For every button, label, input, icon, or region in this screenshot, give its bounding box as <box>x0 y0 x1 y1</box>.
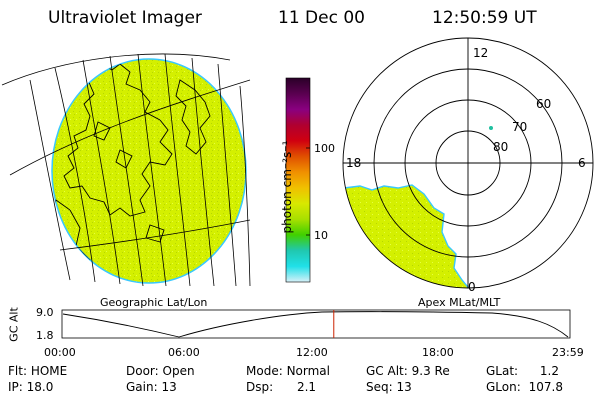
instrument-title: Ultraviolet Imager <box>48 8 202 28</box>
gain-value: 13 <box>161 380 177 394</box>
mode-label: Mode: <box>246 364 283 378</box>
timeline-tick-2359: 23:59 <box>552 346 584 359</box>
satellite-footprint-marker <box>489 126 493 130</box>
glat-label: GLat: <box>486 364 519 378</box>
flt-value: HOME <box>30 364 68 378</box>
status-door: Door: Open <box>126 364 195 378</box>
gain-label: Gain: <box>126 380 158 394</box>
altitude-curve <box>62 311 569 338</box>
colorbar-unit-label: photon cm⁻²s⁻¹ <box>280 140 294 234</box>
lat-lon-grid <box>1 53 251 287</box>
colorbar-tick-label-100: 100 <box>314 142 335 155</box>
globe-caption: Geographic Lat/Lon <box>100 296 208 309</box>
gcalt-value: 9.3 Re <box>411 364 450 378</box>
dsp-label: Dsp: <box>246 380 274 394</box>
status-gain: Gain: 13 <box>126 380 177 394</box>
status-flt: Flt: HOME <box>8 364 67 378</box>
timeline-frame <box>61 309 571 339</box>
seq-value: 13 <box>396 380 412 394</box>
lat-label-80: 80 <box>493 140 509 154</box>
glon-label: GLon: <box>486 380 521 394</box>
mlt-label-0: 0 <box>468 280 476 294</box>
colorbar-gradient <box>285 77 311 283</box>
aurora-image-region <box>343 184 474 288</box>
timeline-y-top: 9.0 <box>36 306 54 319</box>
colorbar-tick-label-10: 10 <box>314 229 328 242</box>
orbit-timeline <box>61 309 571 339</box>
ip-value: 18.0 <box>26 380 54 394</box>
ip-label: IP: <box>8 380 23 394</box>
status-ip: IP: 18.0 <box>8 380 53 394</box>
timeline-tick-1200: 12:00 <box>296 346 328 359</box>
door-value: Open <box>162 364 195 378</box>
mlt-label-12: 12 <box>473 46 489 60</box>
mlt-label-6: 6 <box>578 156 586 170</box>
mlt-label-18: 18 <box>346 156 362 170</box>
status-seq: Seq: 13 <box>366 380 412 394</box>
status-mode: Mode: Normal <box>246 364 330 378</box>
mode-value: Normal <box>286 364 330 378</box>
polar-grid <box>342 37 594 289</box>
time-text: 12:50:59 UT <box>432 8 537 28</box>
colorbar <box>285 77 311 283</box>
date-text: 11 Dec 00 <box>278 8 365 28</box>
polar-caption: Apex MLat/MLT <box>418 296 501 309</box>
lat-label-70: 70 <box>512 120 528 134</box>
timeline-y-bottom: 1.8 <box>36 329 54 342</box>
geographic-globe-image <box>1 53 251 287</box>
flt-label: Flt: <box>8 364 27 378</box>
globe-disk <box>51 58 247 284</box>
timeline-tick-1800: 18:00 <box>422 346 454 359</box>
timeline-y-axis-label: GC Alt <box>7 307 21 342</box>
timeline-tick-0600: 06:00 <box>168 346 200 359</box>
glon-value: 107.8 <box>528 380 563 394</box>
status-dsp: Dsp: 2.1 <box>246 380 316 394</box>
polar-mlat-mlt-plot <box>342 37 594 289</box>
glat-value: 1.2 <box>539 364 560 378</box>
lat-label-60: 60 <box>536 97 552 111</box>
status-gc-alt: GC Alt: 9.3 Re <box>366 364 450 378</box>
status-glat: GLat: 1.2 <box>486 364 559 378</box>
status-glon: GLon: 107.8 <box>486 380 563 394</box>
dsp-value: 2.1 <box>296 380 317 394</box>
door-label: Door: <box>126 364 159 378</box>
gcalt-label: GC Alt: <box>366 364 408 378</box>
seq-label: Seq: <box>366 380 393 394</box>
timeline-tick-0000: 00:00 <box>44 346 76 359</box>
